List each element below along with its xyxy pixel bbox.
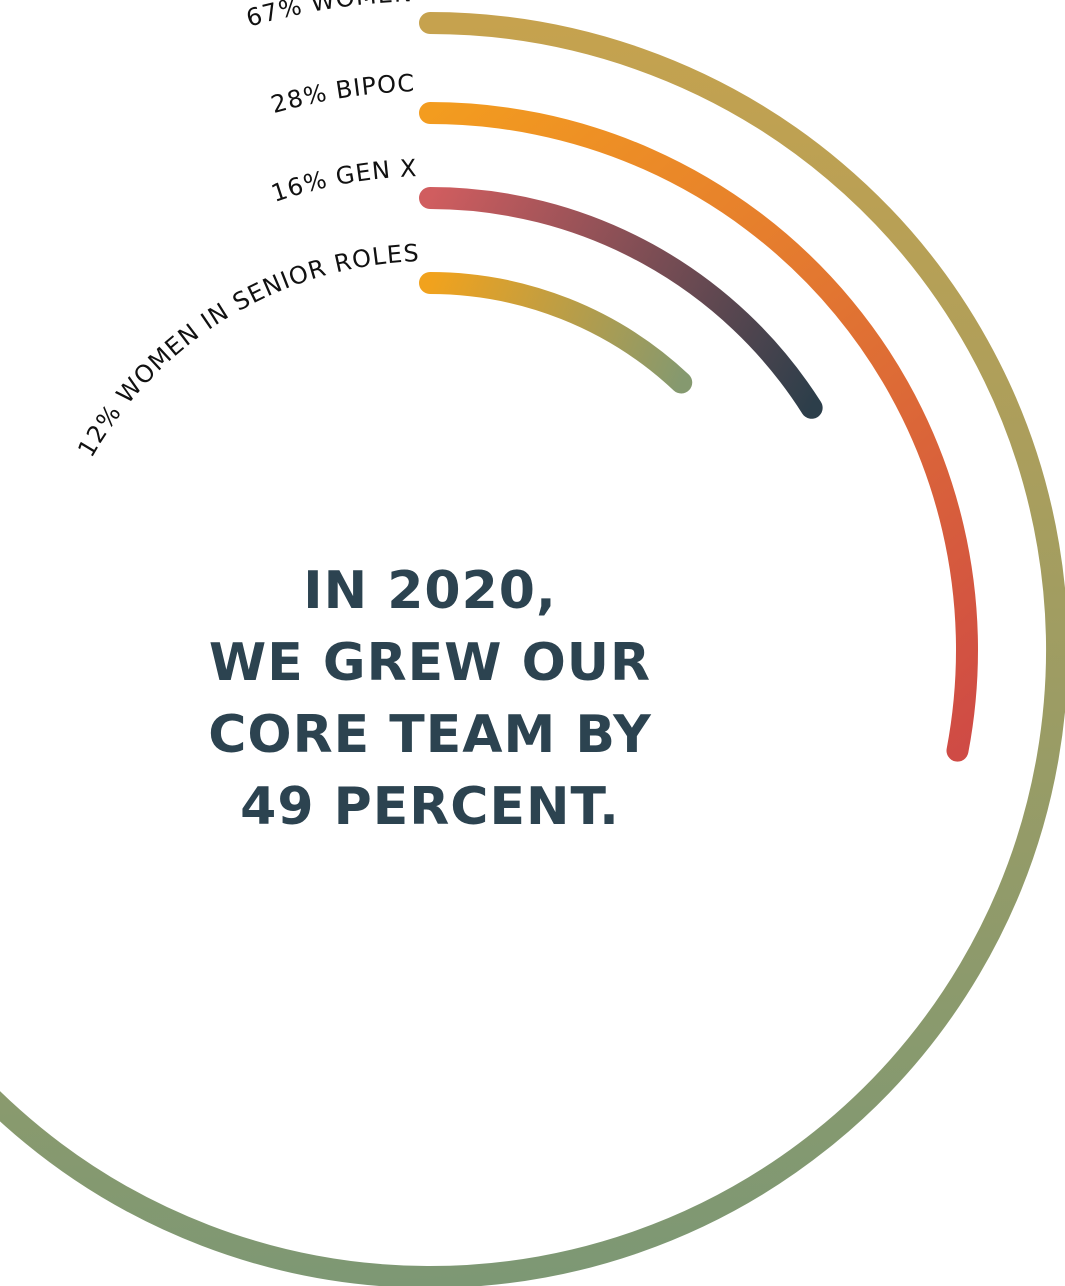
headline-line-1: IN 2020, (303, 561, 557, 621)
ring-labels: 67% WOMEN 28% BIPOC 16% GEN X 12% WOMEN IN … (72, 0, 420, 462)
arc-1 (0, 12, 1065, 1286)
headline-line-3: CORE TEAM BY (208, 705, 652, 765)
ring-label-3: 16% GEN X (268, 154, 418, 208)
arcs-layer (0, 12, 1065, 1286)
ring-label-4: 12% WOMEN IN SENIOR ROLES (72, 239, 420, 462)
arc-4 (419, 272, 693, 394)
headline-line-4: 49 PERCENT. (240, 777, 620, 837)
headline-line-2: WE GREW OUR (208, 633, 652, 693)
arc-2 (419, 102, 978, 762)
ring-label-1: 67% WOMEN (243, 0, 413, 32)
arc-3 (419, 187, 823, 419)
headline: IN 2020, WE GREW OUR CORE TEAM BY 49 PER… (130, 555, 730, 843)
ring-label-2: 28% BIPOC (268, 69, 416, 119)
